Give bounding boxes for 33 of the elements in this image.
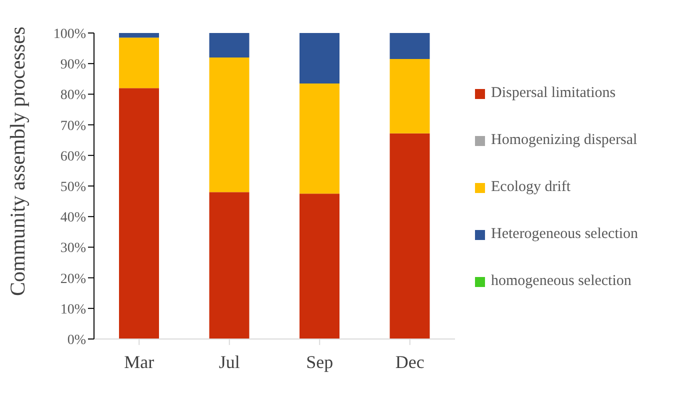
y-axis-title: Community assembly processes — [5, 26, 30, 296]
x-tick-label: Jul — [218, 352, 240, 372]
y-tick-label: 60% — [60, 149, 86, 164]
y-tick-label: 70% — [60, 118, 86, 134]
y-tick-label: 20% — [60, 272, 86, 287]
bar — [209, 33, 250, 58]
bar — [209, 192, 250, 339]
bar — [300, 194, 340, 339]
y-tick-label: 0% — [67, 332, 86, 348]
y-tick-label: 30% — [60, 241, 86, 256]
bar — [119, 33, 159, 38]
bar — [300, 33, 340, 84]
y-tick-label: 80% — [60, 88, 86, 104]
y-tick-label: 50% — [60, 180, 86, 195]
y-tick-label: 100% — [53, 26, 86, 42]
bar — [390, 59, 430, 134]
legend-label: homogeneous selection — [491, 273, 632, 290]
legend-label: Ecology drift — [491, 179, 571, 196]
y-tick-label: 10% — [60, 302, 86, 318]
bar — [390, 33, 430, 60]
legend-label: Heterogeneous selection — [491, 226, 638, 243]
bar — [390, 133, 430, 339]
x-tick-label: Mar — [124, 352, 154, 372]
y-tick-label: 40% — [60, 210, 86, 226]
bar — [209, 57, 250, 192]
bar — [119, 38, 159, 88]
x-tick-label: Sep — [306, 352, 334, 372]
legend-label: Homogenizing dispersal — [491, 132, 638, 149]
x-tick-label: Dec — [395, 352, 424, 372]
bar — [119, 88, 159, 339]
y-tick-label: 90% — [60, 58, 86, 73]
bar — [300, 83, 340, 194]
legend-label: Dispersal limitations — [491, 85, 616, 102]
